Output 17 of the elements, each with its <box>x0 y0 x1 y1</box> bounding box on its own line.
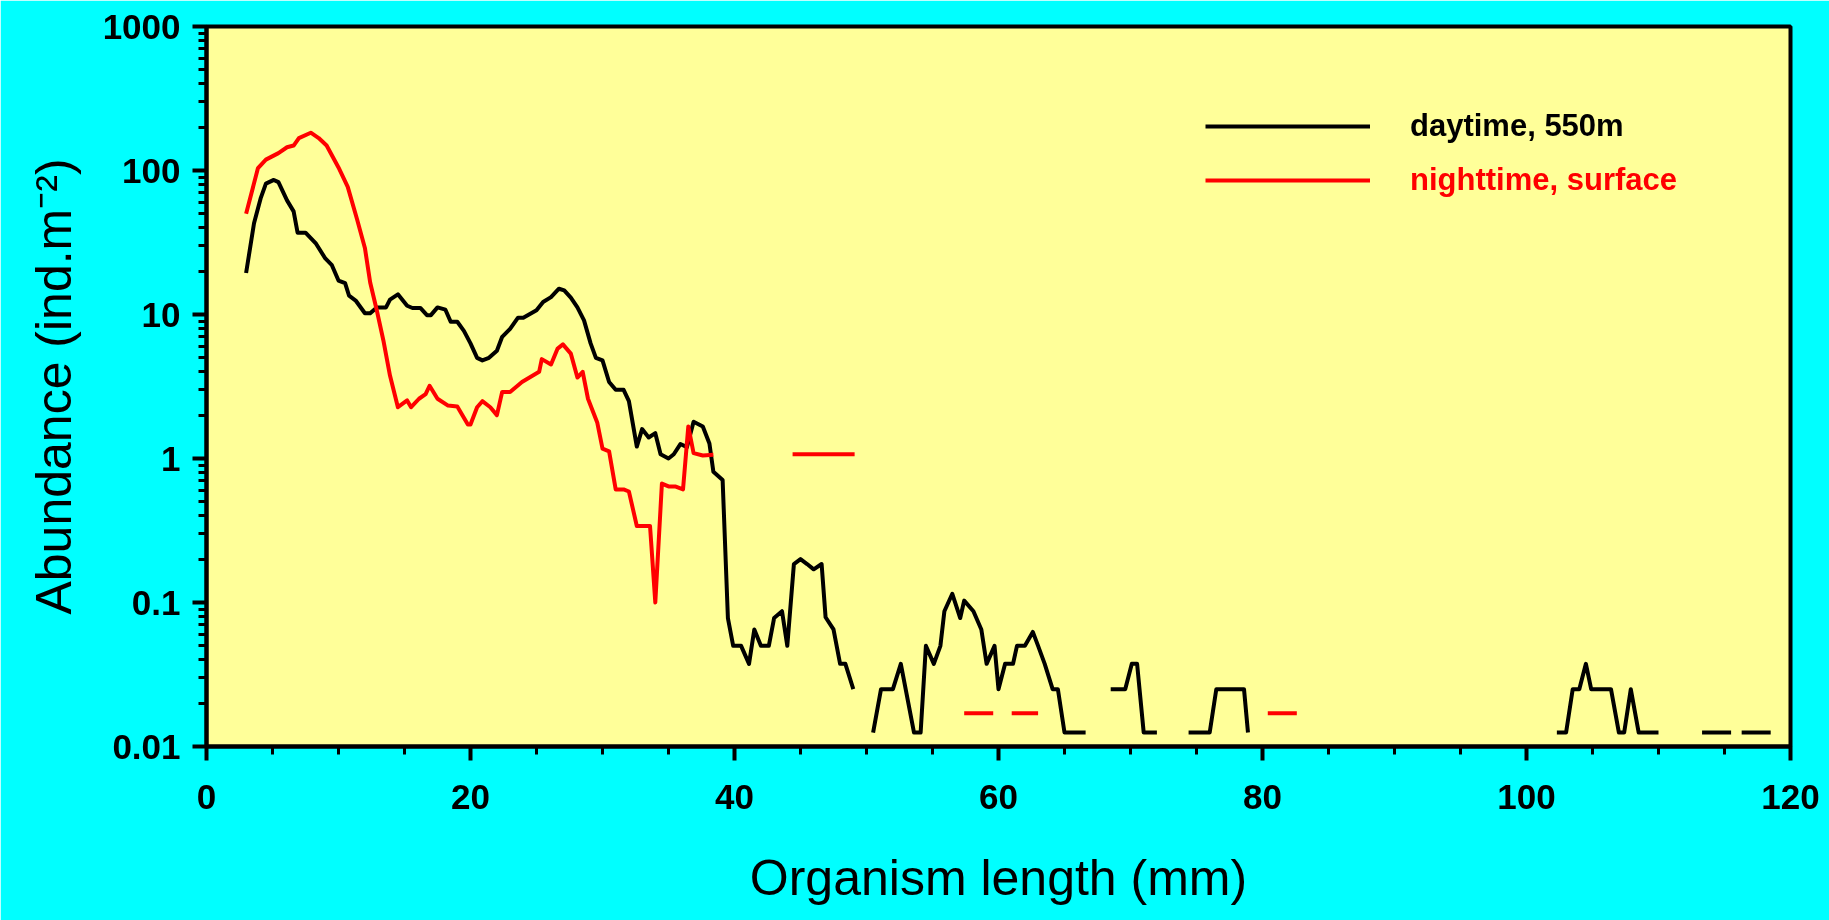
x-tick-label: 40 <box>715 776 754 816</box>
y-tick-label: 1 <box>161 438 181 478</box>
text: nighttime, surface <box>1410 162 1677 198</box>
x-axis-title: Organism length (mm) <box>749 849 1248 906</box>
x-tick-label: 80 <box>1243 776 1282 816</box>
text: daytime, 550m <box>1410 108 1624 144</box>
x-tick-label: 120 <box>1761 776 1820 816</box>
y-axis-title: Abundance (ind.m⁻²) <box>25 158 82 615</box>
y-tick-label: 0.01 <box>112 726 181 766</box>
x-tick-label: 100 <box>1497 776 1556 816</box>
y-tick-label: 1000 <box>102 6 181 46</box>
x-tick-label: 0 <box>196 776 217 816</box>
y-tick-label: 0.1 <box>131 582 181 622</box>
x-tick-label: 60 <box>979 776 1018 816</box>
y-tick-label: 10 <box>141 294 181 334</box>
y-tick-label: 100 <box>122 150 181 190</box>
x-tick-label: 20 <box>451 776 490 816</box>
